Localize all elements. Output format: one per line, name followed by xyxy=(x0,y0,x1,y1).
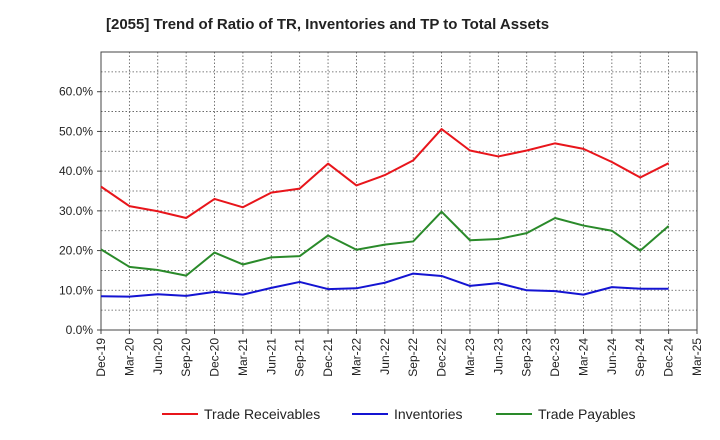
plot-frame xyxy=(100,51,698,331)
legend-layer: Trade Receivables Inventories Trade Payabl… xyxy=(162,406,636,422)
x-tick-label: Dec-22 xyxy=(435,338,449,377)
grid-layer xyxy=(100,51,698,331)
x-tick-label: Dec-24 xyxy=(662,338,676,377)
x-tick-label: Dec-19 xyxy=(94,338,108,377)
x-tick-label: Jun-24 xyxy=(605,338,619,375)
x-tick-label: Jun-20 xyxy=(151,338,165,375)
legend-label: Trade Payables xyxy=(538,406,636,422)
x-tick-label: Dec-21 xyxy=(321,338,335,377)
chart-title: [2055] Trend of Ratio of TR, Inventories… xyxy=(106,16,550,33)
y-tick-label: 30.0% xyxy=(59,204,93,218)
legend-label: Trade Receivables xyxy=(204,406,320,422)
x-tick-label: Mar-23 xyxy=(463,338,477,376)
series-line-trade-receivables xyxy=(100,128,670,220)
y-tick-label: 50.0% xyxy=(59,124,93,138)
y-tick-label: 20.0% xyxy=(59,244,93,258)
x-tick-label: Dec-23 xyxy=(548,338,562,377)
legend-label: Inventories xyxy=(394,406,462,422)
x-tick-label: Sep-20 xyxy=(179,338,193,377)
axis-layer: 0.0% 10.0% 20.0% 30.0% 40.0% 50.0% 60.0% Dec-19… xyxy=(59,51,704,377)
x-tick-label: Jun-22 xyxy=(378,338,392,375)
x-tick-label: Jun-21 xyxy=(264,338,278,375)
x-tick-label: Sep-24 xyxy=(633,338,647,377)
x-tick-label: Dec-20 xyxy=(208,338,222,377)
x-tick-label: Sep-21 xyxy=(293,338,307,377)
x-tick-label: Mar-22 xyxy=(349,338,363,376)
x-tick-label: Mar-20 xyxy=(122,338,136,376)
x-tick-label: Sep-23 xyxy=(520,338,534,377)
y-tick-label: 60.0% xyxy=(59,85,93,99)
y-tick-label: 0.0% xyxy=(66,323,94,337)
y-tick-label: 40.0% xyxy=(59,164,93,178)
x-tick-label: Mar-21 xyxy=(236,338,250,376)
x-tick-label: Mar-24 xyxy=(576,338,590,376)
x-tick-label: Jun-23 xyxy=(491,338,505,375)
x-tick-label: Sep-22 xyxy=(406,338,420,377)
series-layer xyxy=(100,128,670,298)
y-tick-label: 10.0% xyxy=(59,283,93,297)
x-tick-label: Mar-25 xyxy=(690,338,704,376)
